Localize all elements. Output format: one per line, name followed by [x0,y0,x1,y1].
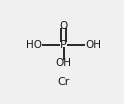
Text: HO: HO [26,40,42,50]
Text: OH: OH [56,58,72,68]
Text: Cr: Cr [57,77,70,87]
Text: O: O [59,21,68,31]
Text: P: P [60,40,67,50]
Text: OH: OH [85,40,101,50]
